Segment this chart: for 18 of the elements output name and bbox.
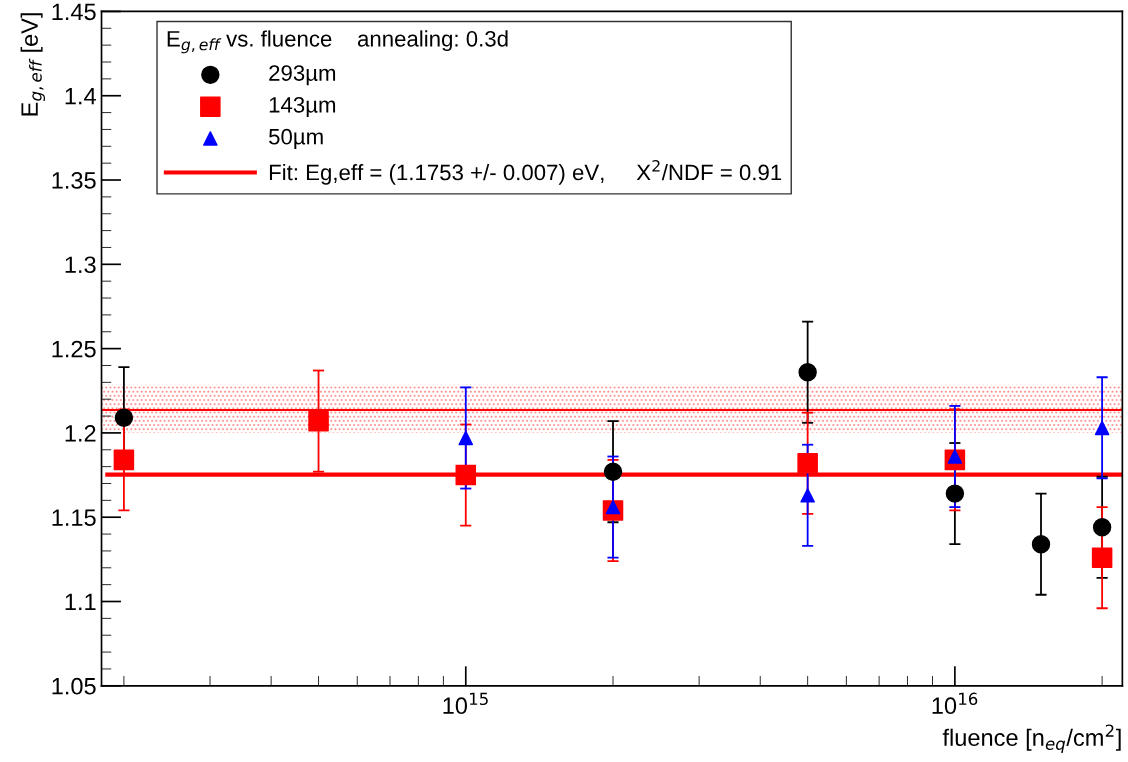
y-axis-title: E$_{g,eff}$ [eV]: [20, 13, 46, 116]
legend-label: 50µm: [269, 128, 323, 149]
y-tick-label: 1.45: [52, 3, 96, 21]
y-tick-label: 1.3: [65, 256, 96, 274]
y-tick-label: 1.05: [52, 677, 96, 695]
legend-label: 143µm: [269, 96, 336, 118]
y-tick-label: 1.2: [65, 424, 96, 442]
x-tick-label: 10$^{16}$: [932, 692, 978, 715]
legend-label: 293µm: [269, 65, 336, 86]
legend-label: Fit: Eg,eff = (1.1753 +/- 0.007) eV, Χ$^{2}$/NDF = 0.91: [269, 160, 782, 185]
y-tick-label: 1.25: [52, 340, 96, 358]
y-tick-label: 1.35: [52, 172, 96, 189]
legend-title: E$_{g,eff}$ vs. fluence annealing: 0.3d: [167, 30, 508, 54]
x-axis-title: fluence [n$_{eq}$/cm$^{2}$]: [942, 724, 1121, 754]
x-tick-label: 10$^{15}$: [443, 692, 488, 715]
y-tick-label: 1.1: [65, 593, 96, 611]
y-tick-label: 1.15: [52, 509, 96, 526]
y-tick-label: 1.4: [65, 88, 96, 105]
